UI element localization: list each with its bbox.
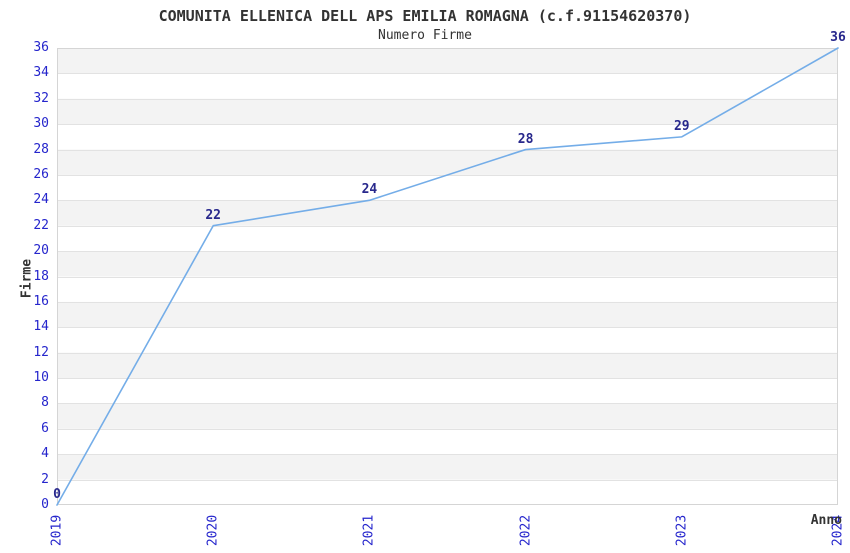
y-tick-label: 26	[33, 166, 49, 182]
grid-band	[57, 251, 838, 277]
grid-band	[57, 301, 838, 328]
grid-band	[57, 454, 838, 480]
data-label: 36	[830, 30, 846, 45]
y-tick-label: 24	[33, 192, 49, 208]
data-label: 0	[53, 487, 61, 502]
y-tick-label: 30	[33, 116, 49, 132]
x-tick-label: 2020	[205, 514, 221, 547]
data-label: 22	[205, 207, 222, 223]
y-tick-label: 20	[33, 243, 49, 259]
y-tick-label: 12	[33, 344, 49, 360]
data-label: 28	[517, 131, 534, 147]
y-tick-label: 14	[33, 319, 49, 335]
grid-band	[57, 149, 838, 175]
y-tick-label: 8	[41, 395, 49, 411]
y-tick-label: 16	[33, 293, 49, 309]
y-tick-label: 18	[33, 268, 49, 284]
x-axis-title: Anno	[810, 513, 842, 528]
x-tick-label: 2023	[674, 514, 690, 547]
y-tick-label: 6	[41, 420, 49, 436]
data-label: 29	[673, 118, 690, 134]
y-tick-label: 32	[33, 90, 49, 106]
y-tick-label: 4	[41, 446, 49, 462]
grid-band	[57, 48, 838, 74]
grid-band	[57, 352, 838, 379]
plot-border	[57, 48, 838, 505]
y-tick-label: 34	[33, 65, 49, 81]
grid-band	[57, 98, 838, 125]
series-line	[56, 47, 839, 506]
chart-canvas	[56, 47, 839, 506]
x-tick-label: 2022	[518, 514, 534, 547]
plot-area: 0 2 4 6 8 10 12 14 16 18 20 22 24 26 28 30 32 34 36 2019 202…	[33, 30, 845, 546]
x-tick-label: 2019	[49, 514, 65, 547]
data-label: 24	[361, 182, 378, 198]
x-tick-label: 2021	[361, 514, 377, 547]
grid-band	[57, 200, 838, 226]
y-tick-label: 22	[33, 217, 49, 233]
y-tick-label: 2	[41, 471, 49, 487]
y-tick-label: 36	[33, 40, 49, 55]
chart-title: COMUNITA ELLENICA DELL APS EMILIA ROMAGN…	[158, 7, 692, 25]
y-tick-label: 10	[33, 370, 49, 386]
y-tick-label: 28	[33, 141, 49, 157]
y-axis-title: Firme	[19, 258, 35, 299]
grid-band	[57, 403, 838, 429]
chart-subtitle: Numero Firme	[378, 28, 472, 43]
y-tick-label: 0	[41, 497, 49, 512]
